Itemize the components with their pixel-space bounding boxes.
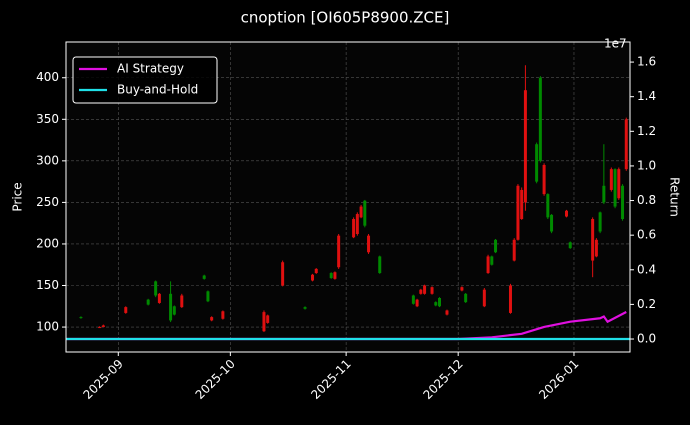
candle-body — [568, 242, 572, 249]
candle-body — [124, 307, 128, 313]
candle-body — [337, 235, 341, 268]
candle-body — [206, 291, 210, 302]
y-tick-label: 350 — [36, 112, 59, 126]
candle-body — [411, 295, 415, 304]
candle-body — [494, 239, 498, 253]
y2-tick-label: 0.4 — [637, 262, 656, 276]
candle-body — [363, 200, 367, 226]
candle-body — [180, 295, 184, 308]
legend: AI Strategy Buy-and-Hold — [72, 56, 218, 104]
legend-label: AI Strategy — [117, 62, 184, 76]
candle-body — [79, 317, 83, 319]
y2-axis-label: Return — [668, 177, 682, 217]
candle-body — [621, 185, 625, 220]
candle-body — [512, 239, 516, 261]
y-tick-label: 300 — [36, 153, 59, 167]
y-tick-label: 400 — [36, 70, 59, 84]
candle-body — [101, 325, 105, 328]
y-tick-label: 200 — [36, 236, 59, 250]
candle-body — [613, 169, 617, 207]
candle-body — [535, 144, 539, 182]
candle-body — [565, 210, 569, 217]
candle-body — [202, 275, 206, 279]
candle-body — [146, 299, 150, 305]
candle-body — [591, 219, 595, 261]
candle-body — [352, 219, 356, 238]
candle-body — [359, 206, 363, 218]
candle-body — [419, 289, 423, 294]
legend-box — [72, 56, 218, 104]
legend-label: Buy-and-Hold — [117, 83, 198, 97]
y-axis-label: Price — [11, 182, 25, 211]
candle-body — [281, 262, 285, 286]
candle-body — [221, 311, 225, 319]
candle-body — [602, 185, 606, 203]
candle-body — [266, 315, 270, 323]
candle-body — [464, 293, 468, 303]
candle-body — [516, 185, 520, 240]
candle-body — [423, 285, 427, 294]
candle-body — [486, 256, 490, 274]
chart-title: cnoption [OI605P8900.ZCE] — [241, 9, 450, 27]
y2-tick-label: 0.0 — [637, 332, 656, 346]
candle-body — [624, 119, 628, 170]
candle-body — [210, 317, 214, 321]
candle-body — [523, 90, 527, 203]
y2-tick-label: 0.8 — [637, 193, 656, 207]
candle-body — [98, 327, 102, 329]
candle-body — [154, 281, 158, 296]
candle-body — [311, 274, 315, 281]
candle-body — [542, 165, 546, 195]
candle-body — [617, 169, 621, 199]
candle-body — [508, 285, 512, 313]
candle-body — [550, 214, 554, 232]
candle-body — [546, 194, 550, 218]
candle-body — [355, 214, 359, 234]
candle-body — [609, 169, 613, 190]
candle-body — [262, 312, 266, 332]
candle-body — [538, 77, 542, 161]
candle-body — [482, 289, 486, 307]
y2-tick-label: 1.2 — [637, 124, 656, 138]
candle-body — [303, 307, 307, 309]
candle-body — [172, 306, 176, 315]
y-tick-label: 250 — [36, 195, 59, 209]
candle-body — [329, 273, 333, 279]
candle-body — [438, 297, 442, 307]
candle-body — [434, 302, 438, 306]
y2-tick-label: 0.6 — [637, 228, 656, 242]
candle-body — [520, 189, 524, 220]
candle-body — [460, 287, 464, 291]
candle-body — [157, 293, 161, 303]
candle-body — [378, 256, 382, 274]
candle-body — [490, 256, 494, 265]
y2-offset-label: 1e7 — [604, 37, 627, 51]
marks — [66, 65, 630, 341]
y2-tick-label: 1.6 — [637, 55, 656, 69]
candle-body — [314, 268, 318, 274]
candle-body — [415, 299, 419, 307]
y-tick-label: 150 — [36, 278, 59, 292]
y2-tick-label: 1.0 — [637, 158, 656, 172]
candle-body — [367, 235, 371, 253]
candle-body — [430, 287, 434, 294]
candle-body — [598, 212, 602, 232]
plot-frame — [65, 41, 631, 353]
y2-tick-label: 0.2 — [637, 297, 656, 311]
candle-body — [594, 239, 598, 257]
y2-tick-label: 1.4 — [637, 89, 656, 103]
candle-body — [445, 310, 449, 315]
candle-body — [169, 293, 173, 321]
y-tick-label: 100 — [36, 320, 59, 334]
candle-body — [333, 272, 337, 279]
